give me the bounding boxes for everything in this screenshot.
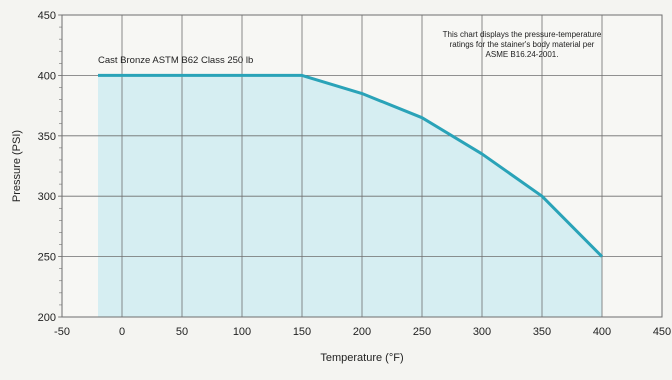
x-axis-title: Temperature (°F) [320, 352, 403, 364]
annotation: This chart displays the pressure-tempera… [443, 30, 602, 59]
annotation-line: ASME B16.24-2001. [486, 50, 559, 59]
y-tick-labels: 200 250 300 350 400 450 [38, 10, 56, 324]
annotation-line: ratings for the stainer's body material … [450, 40, 595, 49]
grid-layer [58, 14, 663, 318]
x-tick-label: 150 [293, 326, 311, 338]
x-tick-label: 0 [119, 326, 125, 338]
x-tick-labels: -50 0 50 100 150 200 250 300 350 400 450 [54, 326, 671, 338]
y-axis-title: Pressure (PSI) [11, 130, 23, 202]
y-tick-label: 200 [38, 312, 56, 324]
series-label: Cast Bronze ASTM B62 Class 250 lb [98, 55, 253, 66]
x-tick-label: 450 [653, 326, 671, 338]
y-tick-label: 350 [38, 131, 56, 143]
y-tick-label: 300 [38, 191, 56, 203]
y-tick-label: 400 [38, 70, 56, 82]
y-tick-label: 450 [38, 10, 56, 22]
plot-frame [61, 14, 663, 318]
x-tick-label: 400 [593, 326, 611, 338]
x-tick-label: 100 [233, 326, 251, 338]
series-line [98, 73, 604, 258]
x-tick-label: 200 [353, 326, 371, 338]
y-tick-label: 250 [38, 252, 56, 264]
x-tick-label: 350 [533, 326, 551, 338]
x-tick-label: 300 [473, 326, 491, 338]
x-tick-label: 250 [413, 326, 431, 338]
series-line-layer [98, 73, 604, 258]
x-tick-label: 50 [176, 326, 188, 338]
x-tick-label: -50 [54, 326, 70, 338]
annotation-line: This chart displays the pressure-tempera… [443, 30, 602, 39]
